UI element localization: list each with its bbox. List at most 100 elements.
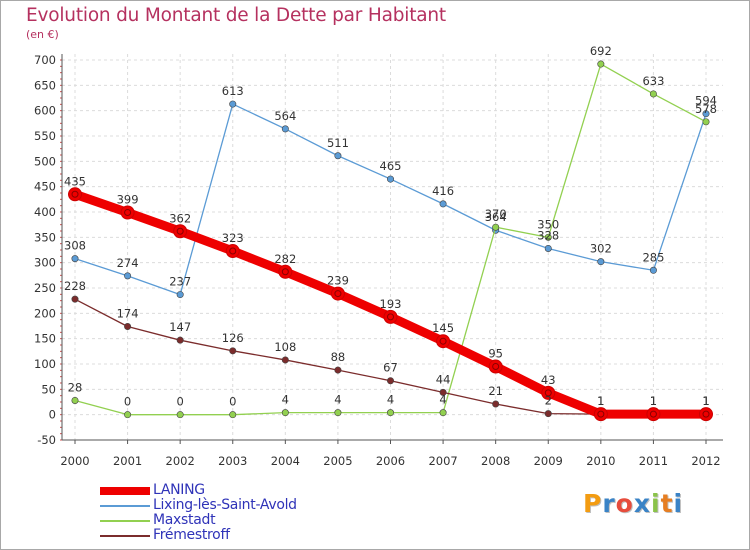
- series-point-0: [436, 334, 451, 349]
- series-point-2: [281, 409, 289, 417]
- series-point-1: [334, 152, 342, 160]
- logo-letter: x: [633, 489, 651, 518]
- data-label-0: 323: [222, 231, 244, 245]
- series-point-0: [68, 187, 82, 202]
- series-point-1: [702, 110, 710, 118]
- x-tick-label: 2001: [113, 454, 142, 468]
- data-label-1: 594: [695, 94, 717, 108]
- chart-unit-label: (en €): [26, 28, 59, 41]
- series-point-3: [281, 356, 289, 364]
- y-tick-label: 500: [34, 154, 56, 168]
- y-tick-label: 100: [34, 357, 56, 371]
- data-label-2: 578: [695, 102, 717, 116]
- series-point-2: [71, 396, 79, 404]
- series-point-1: [124, 272, 132, 280]
- data-label-2: 4: [282, 393, 289, 407]
- data-label-1: 308: [64, 239, 86, 253]
- data-label-0: 1: [702, 394, 709, 408]
- data-label-3: 108: [274, 340, 296, 354]
- data-label-3: 67: [383, 361, 398, 375]
- series-point-0: [699, 407, 713, 422]
- legend-label: LANING: [153, 482, 205, 498]
- data-label-1: 328: [537, 228, 559, 242]
- chart-title: Evolution du Montant de la Dette par Hab…: [26, 5, 446, 26]
- series-point-inner-0: [334, 290, 342, 298]
- x-tick-label: 2008: [481, 454, 510, 468]
- series-point-2: [492, 223, 500, 231]
- grid: [62, 54, 723, 441]
- series-point-2: [544, 233, 552, 241]
- data-label-2: 370: [485, 207, 507, 221]
- series-point-inner-0: [229, 247, 237, 255]
- data-label-2: 350: [537, 217, 559, 231]
- series-lines: [68, 60, 713, 422]
- data-label-2: 4: [387, 393, 394, 407]
- logo-letter: t: [660, 489, 674, 518]
- x-tick-label: 2011: [639, 454, 668, 468]
- series-point-0: [330, 286, 345, 301]
- data-label-2: 0: [124, 395, 131, 409]
- series-point-0: [120, 205, 135, 220]
- x-tick-label: 2004: [271, 454, 300, 468]
- data-label-2: 0: [229, 395, 236, 409]
- series-point-3: [386, 377, 394, 385]
- series-point-1: [71, 255, 79, 263]
- data-label-2: 0: [177, 395, 184, 409]
- series-point-inner-0: [124, 209, 132, 217]
- series-point-0: [225, 244, 240, 259]
- series-point-0: [646, 407, 661, 422]
- y-tick-label: 250: [34, 281, 56, 295]
- data-label-3: 228: [64, 279, 86, 293]
- series-point-3: [439, 388, 447, 396]
- data-label-0: 193: [380, 297, 402, 311]
- data-label-2: 4: [334, 393, 341, 407]
- data-label-1: 364: [485, 210, 507, 224]
- series-point-0: [383, 309, 398, 324]
- series-point-3: [71, 295, 79, 303]
- data-label-3: 1: [702, 394, 709, 408]
- series-point-1: [544, 244, 552, 252]
- series-point-3: [544, 410, 552, 418]
- x-tick-label: 2012: [691, 454, 720, 468]
- legend-label: Lixing-lès-Saint-Avold: [153, 497, 297, 513]
- data-label-0: 145: [432, 321, 454, 335]
- series-point-0: [593, 407, 608, 422]
- data-label-1: 416: [432, 184, 454, 198]
- legend-swatch: [100, 520, 150, 522]
- data-label-0: 435: [64, 174, 86, 188]
- x-tick-label: 2006: [376, 454, 405, 468]
- legend-swatch: [100, 487, 150, 495]
- series-point-0: [541, 385, 556, 400]
- data-label-2: 692: [590, 44, 612, 58]
- series-point-2: [176, 411, 184, 419]
- y-tick-label: 600: [34, 104, 56, 118]
- y-tick-label: 400: [34, 205, 56, 219]
- data-label-0: 43: [541, 373, 556, 387]
- series-point-1: [649, 266, 657, 274]
- data-label-0: 95: [488, 347, 503, 361]
- data-label-0: 1: [650, 394, 657, 408]
- data-label-0: 1: [597, 394, 604, 408]
- data-label-3: 1: [650, 394, 657, 408]
- series-point-0: [488, 359, 503, 374]
- y-tick-label: 700: [34, 53, 56, 67]
- data-label-0: 239: [327, 274, 349, 288]
- data-label-1: 302: [590, 242, 612, 256]
- data-label-3: 1: [597, 394, 604, 408]
- x-tick-label: 2005: [323, 454, 352, 468]
- series-point-3: [229, 347, 237, 355]
- plot-area: [62, 54, 723, 440]
- data-label-3: 88: [331, 350, 346, 364]
- data-label-1: 613: [222, 84, 244, 98]
- series-point-1: [597, 258, 605, 266]
- series-point-inner-0: [387, 313, 394, 321]
- data-label-1: 465: [380, 159, 402, 173]
- logo-letter: o: [615, 489, 634, 518]
- data-label-1: 564: [274, 109, 296, 123]
- series-point-3: [334, 366, 342, 374]
- x-tick-label: 2007: [428, 454, 457, 468]
- y-tick-label: 200: [34, 306, 56, 320]
- data-label-2: 633: [642, 74, 664, 88]
- series-point-1: [176, 291, 184, 299]
